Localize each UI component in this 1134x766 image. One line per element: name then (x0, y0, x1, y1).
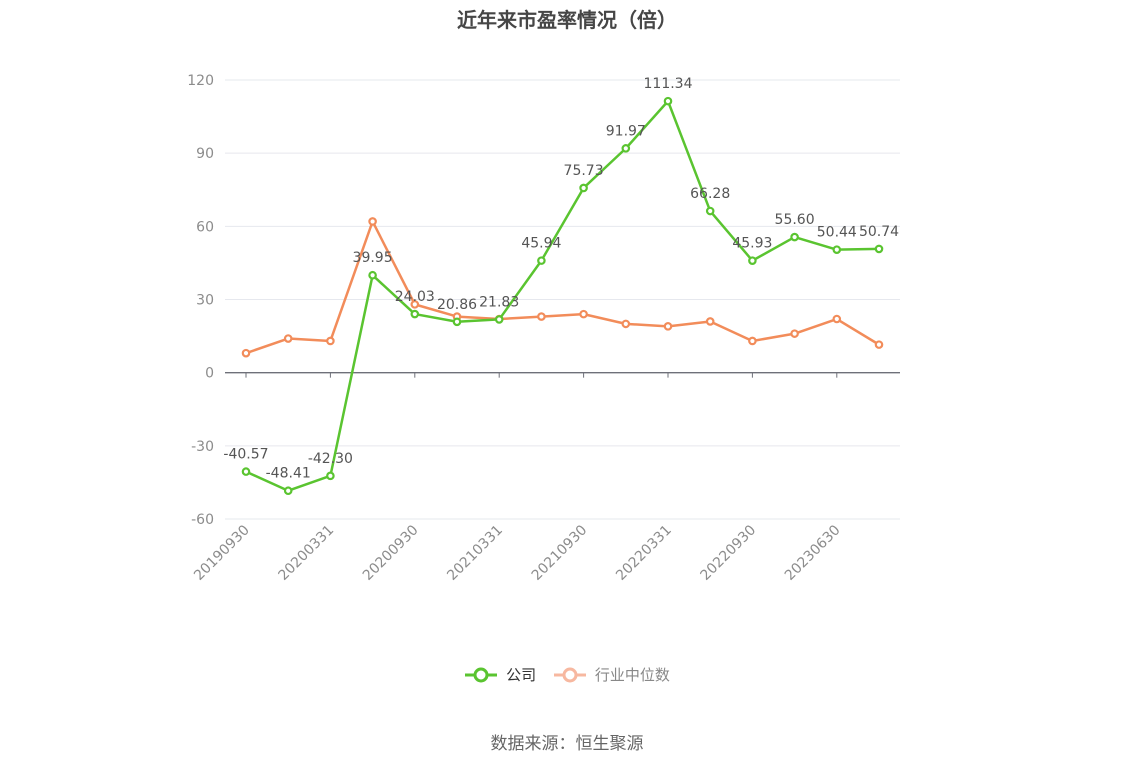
company-data-label: -40.57 (223, 447, 268, 463)
company-point[interactable] (452, 317, 462, 327)
company-line (245, 99, 880, 492)
chart-title: 近年来市盈率情况（倍） (457, 8, 677, 32)
company-point[interactable] (537, 256, 546, 265)
y-tick-label: 30 (196, 293, 214, 309)
company-point[interactable] (621, 144, 631, 153)
company-data-label: 111.34 (644, 76, 693, 92)
legend: 公司 行业中位数 (0, 664, 1134, 687)
company-data-label: 66.28 (690, 186, 730, 202)
y-tick-label: 0 (205, 366, 214, 382)
x-tick-label: 20200331 (276, 522, 338, 584)
company-data-label: 50.44 (817, 225, 857, 241)
y-tick-label: 120 (187, 73, 214, 89)
company-data-label: -42.30 (308, 451, 353, 467)
industry-point[interactable] (410, 300, 420, 309)
industry-point[interactable] (663, 322, 673, 331)
company-data-label: 39.95 (353, 250, 393, 266)
industry-point[interactable] (832, 314, 842, 324)
company-data-label: 21.83 (479, 294, 519, 310)
series-industry-median (241, 217, 884, 358)
legend-company-marker-icon (465, 667, 498, 682)
legend-item-industry[interactable]: 行业中位数 (553, 664, 670, 685)
industry-point[interactable] (790, 329, 799, 338)
x-tick-label: 20190930 (191, 522, 253, 584)
company-data-label: 55.60 (775, 212, 815, 228)
company-point[interactable] (748, 256, 757, 265)
x-tick-label: 20230630 (782, 522, 844, 584)
company-data-label: 24.03 (395, 289, 435, 305)
legend-industry-label: 行业中位数 (594, 666, 670, 684)
industry-point[interactable] (705, 317, 715, 326)
company-point[interactable] (874, 244, 884, 254)
company-point[interactable] (790, 232, 799, 242)
company-point[interactable] (832, 245, 842, 254)
industry-point[interactable] (748, 336, 757, 346)
y-tick-label: 90 (196, 146, 214, 162)
industry-point[interactable] (326, 336, 335, 346)
company-data-label: 45.94 (521, 236, 561, 252)
company-point[interactable] (579, 183, 588, 193)
company-point[interactable] (410, 309, 420, 319)
industry-line (245, 220, 880, 355)
company-point[interactable] (494, 315, 504, 324)
x-tick-label: 20210331 (444, 522, 506, 584)
legend-industry-marker-icon (553, 667, 586, 682)
pe-ratio-line-chart: 120 90 60 30 0 -30 -60 20190930 20200331 2020093… (187, 73, 900, 584)
data-labels: -40.57 -48.41-42.30 39.95 24.03 20.86 21.83 45… (223, 76, 899, 482)
industry-point[interactable] (579, 309, 588, 319)
industry-point[interactable] (283, 334, 293, 343)
series-company (241, 96, 884, 496)
company-data-label: 45.93 (732, 236, 772, 252)
company-data-label: 91.97 (606, 123, 646, 139)
y-tick-label: -60 (191, 512, 214, 528)
company-data-label: 50.74 (859, 224, 899, 240)
y-axis-ticks: 120 90 60 30 0 -30 -60 (187, 73, 214, 528)
industry-point[interactable] (537, 312, 546, 321)
x-tick-label: 20210930 (529, 522, 591, 584)
company-data-label: -48.41 (266, 466, 311, 482)
y-tick-label: 60 (196, 219, 214, 235)
x-tick-label: 20220331 (613, 522, 675, 584)
x-tick-label: 20200930 (360, 522, 422, 584)
company-point[interactable] (283, 486, 293, 496)
x-tick-label: 20220930 (698, 522, 760, 584)
company-point[interactable] (241, 467, 251, 476)
industry-point[interactable] (241, 348, 251, 358)
company-point[interactable] (705, 206, 715, 216)
industry-point[interactable] (874, 340, 884, 349)
y-tick-label: -30 (191, 439, 214, 455)
company-data-label: 75.73 (564, 163, 604, 179)
industry-point[interactable] (368, 217, 377, 226)
legend-item-company[interactable]: 公司 (464, 664, 536, 685)
company-point[interactable] (326, 471, 335, 481)
company-point[interactable] (663, 96, 673, 106)
company-point[interactable] (368, 270, 377, 280)
company-data-label: 20.86 (437, 297, 477, 313)
industry-point[interactable] (621, 319, 631, 329)
data-source-note: 数据来源：恒生聚源 (490, 734, 644, 754)
legend-company-label: 公司 (506, 666, 537, 684)
